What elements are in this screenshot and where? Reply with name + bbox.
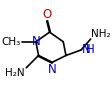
Text: CH₃: CH₃ bbox=[2, 37, 21, 47]
Text: H: H bbox=[86, 44, 95, 57]
Text: H₂N: H₂N bbox=[5, 68, 25, 78]
Text: O: O bbox=[42, 8, 51, 21]
Text: N: N bbox=[82, 44, 90, 57]
Text: N: N bbox=[31, 35, 40, 48]
Text: NH₂: NH₂ bbox=[91, 29, 110, 39]
Text: N: N bbox=[48, 63, 57, 76]
